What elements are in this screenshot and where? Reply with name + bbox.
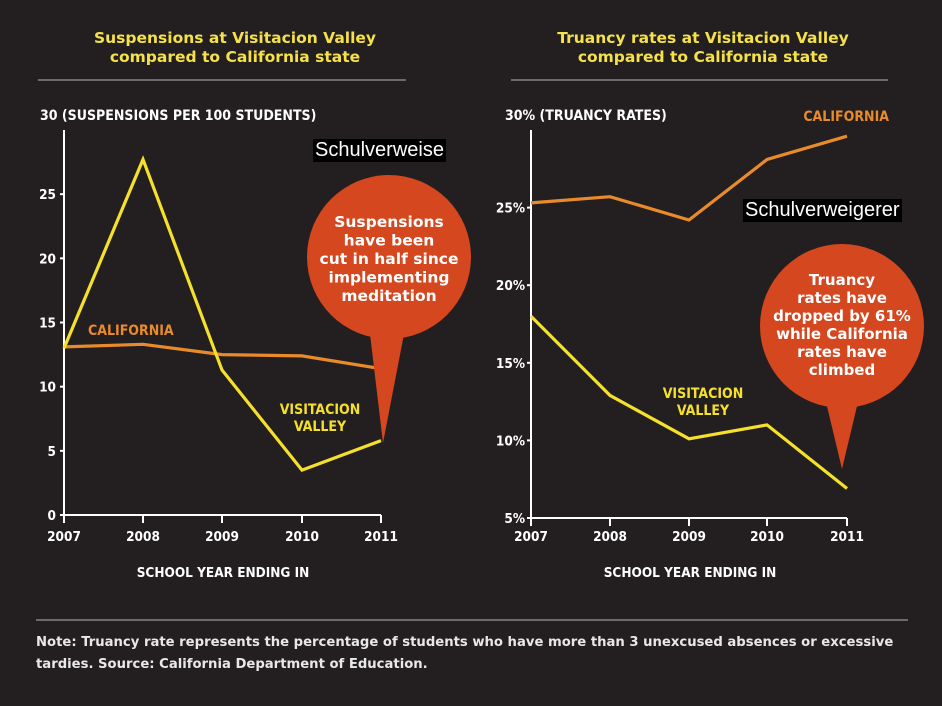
c2-x-tick-label: 2011 xyxy=(830,529,864,545)
right-title-line1: Truancy rates at Visitacion Valley xyxy=(557,29,849,47)
c1-callout-text: implementing xyxy=(329,269,450,287)
c2-callout-bubble xyxy=(760,244,924,408)
c2-california-label: CALIFORNIA xyxy=(803,109,889,125)
c2-x-axis-label: SCHOOL YEAR ENDING IN xyxy=(604,565,777,581)
footnote: Note: Truancy rate represents the percen… xyxy=(36,635,894,672)
c2-visitacion-label: VISITACION xyxy=(663,386,744,402)
c2-x-tick-label: 2008 xyxy=(593,529,627,545)
c2-y-tick-label: 25% xyxy=(496,201,525,217)
c2-x-tick-label: 2007 xyxy=(514,529,548,545)
c2-callout-text: rates have xyxy=(797,343,887,361)
c1-y-tick-label: 5 xyxy=(48,444,56,460)
c1-visitacion-label: VISITACION xyxy=(280,402,361,418)
right-title-divider xyxy=(511,79,888,81)
c2-visitacion-line xyxy=(529,315,848,490)
overlay-label-right: Schulverweigerer xyxy=(743,199,902,222)
c1-callout-text: meditation xyxy=(341,287,436,305)
left-title-divider xyxy=(38,79,406,81)
c2-callout-text: Truancy xyxy=(809,271,875,289)
c1-callout-text: cut in half since xyxy=(320,250,459,268)
c1-x-tick-label: 2009 xyxy=(205,529,239,545)
c1-y-tick-label: 10 xyxy=(39,380,56,396)
c1-visitacion-label: VALLEY xyxy=(294,419,347,435)
c1-x-tick-label: 2010 xyxy=(285,529,319,545)
c1-y-tick-label: 20 xyxy=(39,251,56,267)
c2-x-tick-label: 2009 xyxy=(672,529,706,545)
right-title-line2: compared to California state xyxy=(577,48,829,66)
c2-y-tick-label: 10% xyxy=(496,433,525,449)
c1-callout-text: have been xyxy=(344,232,435,250)
c1-california-label: CALIFORNIA xyxy=(88,323,174,339)
c2-visitacion-label: VALLEY xyxy=(677,403,730,419)
footer-divider xyxy=(36,619,908,621)
c2-x-tick-label: 2010 xyxy=(750,529,784,545)
overlay-label-left: Schulverweise xyxy=(313,139,446,162)
c2-callout-text: climbed xyxy=(809,361,875,379)
c1-visitacion-line xyxy=(62,155,382,473)
left-title-line1: Suspensions at Visitacion Valley xyxy=(93,29,377,47)
left-chart-title: Suspensions at Visitacion Valley compare… xyxy=(40,29,430,67)
c1-y-tick-label: 25 xyxy=(39,187,56,203)
c2-y-tick-label: 20% xyxy=(496,278,525,294)
c1-y-tick-label: 0 xyxy=(48,508,56,524)
c2-y-tick-label: 15% xyxy=(496,356,525,372)
c2-callout-text: rates have xyxy=(797,289,887,307)
c1-callout-bubble xyxy=(307,175,471,339)
c1-x-tick-label: 2011 xyxy=(364,529,398,545)
right-chart-title: Truancy rates at Visitacion Valley compa… xyxy=(508,29,898,67)
c1-callout-pointer xyxy=(370,334,404,443)
c1-x-tick-label: 2007 xyxy=(47,529,81,545)
c1-x-tick-label: 2008 xyxy=(126,529,160,545)
c1-y-axis-label: 30 (SUSPENSIONS PER 100 STUDENTS) xyxy=(40,108,316,124)
left-title-line2: compared to California state xyxy=(109,48,361,66)
c1-california-line xyxy=(63,342,382,371)
c2-california-line xyxy=(530,134,848,222)
c2-callout-pointer xyxy=(826,402,858,469)
c2-callout-text: dropped by 61% xyxy=(773,307,911,325)
c2-y-tick-label: 5% xyxy=(504,511,525,527)
c2-callout-text: while California xyxy=(776,325,908,343)
c1-x-axis-label: SCHOOL YEAR ENDING IN xyxy=(137,565,310,581)
c2-y-axis-label: 30% (TRUANCY RATES) xyxy=(505,108,667,124)
c1-y-tick-label: 15 xyxy=(39,316,56,332)
c1-callout-text: Suspensions xyxy=(334,213,444,231)
